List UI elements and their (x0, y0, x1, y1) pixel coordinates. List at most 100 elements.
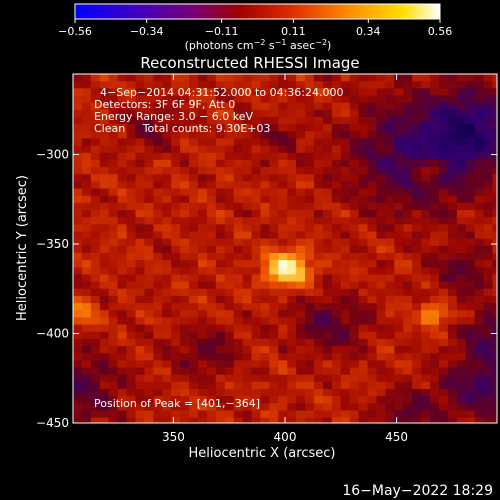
heatmap-cell (117, 188, 128, 197)
heatmap-cell (403, 245, 413, 254)
heatmap-cell (483, 367, 494, 376)
heatmap-cell (206, 353, 217, 361)
heatmap-cell (233, 338, 244, 347)
heatmap-cell (206, 74, 217, 82)
heatmap-cell (412, 338, 422, 347)
heatmap-cell (251, 124, 262, 132)
heatmap-cell (340, 174, 351, 182)
heatmap-cell (394, 145, 404, 154)
heatmap-cell (108, 181, 119, 190)
heatmap-cell (447, 116, 458, 125)
heatmap-cell (296, 124, 306, 132)
heatmap-cell (403, 74, 413, 82)
heatmap-cell (81, 124, 92, 132)
heatmap-cell (331, 281, 342, 290)
heatmap-cell (376, 360, 387, 369)
heatmap-cell (287, 195, 297, 204)
heatmap-cell (412, 367, 422, 376)
heatmap-cell (117, 260, 128, 268)
heatmap-cell (358, 74, 369, 82)
heatmap-cell (117, 138, 128, 147)
heatmap-cell (492, 109, 497, 118)
heatmap-cell (438, 360, 449, 369)
heatmap-cell (108, 152, 119, 161)
heatmap-cell (269, 109, 279, 118)
heatmap-cell (135, 388, 146, 397)
heatmap-cell (296, 88, 306, 97)
heatmap-cell (242, 295, 253, 304)
heatmap-cell (358, 181, 369, 190)
heatmap-cell (278, 274, 288, 283)
heatmap-cell (269, 217, 279, 225)
heatmap-cell (331, 81, 342, 89)
heatmap-cell (394, 181, 404, 190)
heatmap-cell (215, 231, 226, 240)
heatmap-cell (456, 281, 467, 290)
heatmap-cell (90, 360, 101, 369)
heatmap-cell (314, 181, 324, 190)
heatmap-cell (403, 102, 413, 111)
heatmap-cell (117, 353, 128, 361)
heatmap-cell (171, 88, 181, 97)
heatmap-cell (224, 167, 235, 175)
heatmap-cell (322, 202, 333, 211)
heatmap-cell (456, 245, 467, 254)
heatmap-cell (296, 374, 306, 383)
heatmap-cell (206, 346, 217, 354)
heatmap-cell (438, 295, 449, 304)
heatmap-cell (456, 388, 467, 397)
heatmap-cell (403, 396, 413, 404)
heatmap-cell (314, 317, 324, 326)
heatmap-cell (99, 310, 110, 319)
heatmap-cell (251, 267, 262, 276)
heatmap-cell (278, 224, 288, 233)
heatmap-cell (180, 174, 190, 182)
heatmap-cell (421, 167, 431, 175)
heatmap-cell (430, 74, 440, 82)
heatmap-cell (474, 310, 485, 319)
heatmap-cell (492, 317, 497, 326)
heatmap-cell (465, 281, 476, 290)
heatmap-cell (349, 367, 360, 376)
heatmap-cell (99, 317, 110, 326)
heatmap-cell (322, 381, 333, 390)
heatmap-cell (438, 310, 449, 319)
heatmap-cell (180, 346, 190, 354)
heatmap-cell (99, 116, 110, 125)
heatmap-cell (349, 245, 360, 254)
heatmap-cell (81, 367, 92, 376)
heatmap-cell (447, 346, 458, 354)
heatmap-cell (197, 252, 208, 261)
heatmap-cell (215, 410, 226, 419)
heatmap-cell (358, 88, 369, 97)
heatmap-cell (162, 202, 172, 211)
heatmap-cell (99, 202, 110, 211)
heatmap-cell (278, 374, 288, 383)
heatmap-cell (412, 374, 422, 383)
heatmap-cell (421, 202, 431, 211)
heatmap-cell (206, 288, 217, 297)
heatmap-cell (403, 410, 413, 419)
heatmap-cell (180, 245, 190, 254)
heatmap-cell (189, 231, 199, 240)
heatmap-cell (465, 245, 476, 254)
heatmap-cell (162, 324, 172, 333)
heatmap-cell (412, 167, 422, 175)
heatmap-cell (394, 353, 404, 361)
heatmap-cell (197, 95, 208, 104)
heatmap-cell (421, 374, 431, 383)
heatmap-cell (224, 353, 235, 361)
heatmap-cell (465, 295, 476, 304)
heatmap-cell (474, 281, 485, 290)
heatmap-cell (251, 260, 262, 268)
heatmap-cell (180, 195, 190, 204)
heatmap-cell (438, 338, 449, 347)
heatmap-cell (287, 338, 297, 347)
heatmap-cell (224, 202, 235, 211)
heatmap-cell (171, 267, 181, 276)
heatmap-cell (349, 145, 360, 154)
heatmap-cell (90, 417, 101, 423)
heatmap-cell (189, 181, 199, 190)
heatmap-cell (492, 403, 497, 412)
heatmap-cell (430, 331, 440, 340)
